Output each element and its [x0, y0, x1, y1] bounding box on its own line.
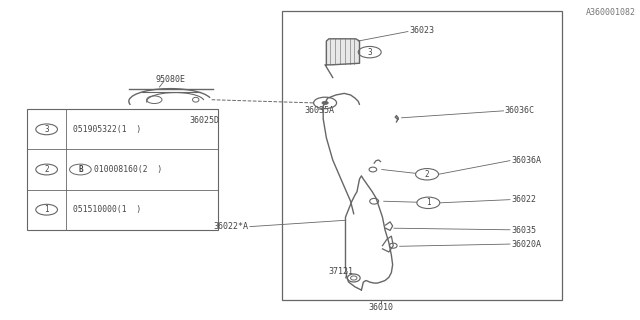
Text: 36023: 36023	[409, 26, 434, 35]
Text: 010008160(2  ): 010008160(2 )	[95, 165, 163, 174]
Text: 36010: 36010	[368, 303, 393, 312]
Text: 051510000(1  ): 051510000(1 )	[73, 205, 141, 214]
Text: 3: 3	[367, 48, 372, 57]
Text: 36022: 36022	[511, 195, 536, 204]
Text: 36036C: 36036C	[505, 106, 535, 115]
Text: 3: 3	[44, 125, 49, 134]
Text: 36036A: 36036A	[511, 156, 541, 164]
Bar	[27, 109, 218, 230]
Text: 36035A: 36035A	[304, 106, 334, 115]
Text: 36020A: 36020A	[511, 240, 541, 249]
Text: 36025D: 36025D	[189, 116, 220, 125]
Text: 36022*A: 36022*A	[214, 222, 248, 231]
Text: 37121: 37121	[328, 267, 353, 276]
Text: A360001082: A360001082	[586, 8, 636, 17]
Text: 1: 1	[426, 198, 431, 207]
Text: 051905322(1  ): 051905322(1 )	[73, 125, 141, 134]
Bar	[282, 11, 562, 300]
Polygon shape	[326, 39, 360, 65]
Text: 95080E: 95080E	[156, 75, 185, 84]
Text: 2: 2	[425, 170, 429, 179]
Text: 2: 2	[44, 165, 49, 174]
Circle shape	[322, 101, 328, 105]
Text: 1: 1	[44, 205, 49, 214]
Text: 36035: 36035	[511, 226, 536, 235]
Text: B: B	[78, 165, 83, 174]
